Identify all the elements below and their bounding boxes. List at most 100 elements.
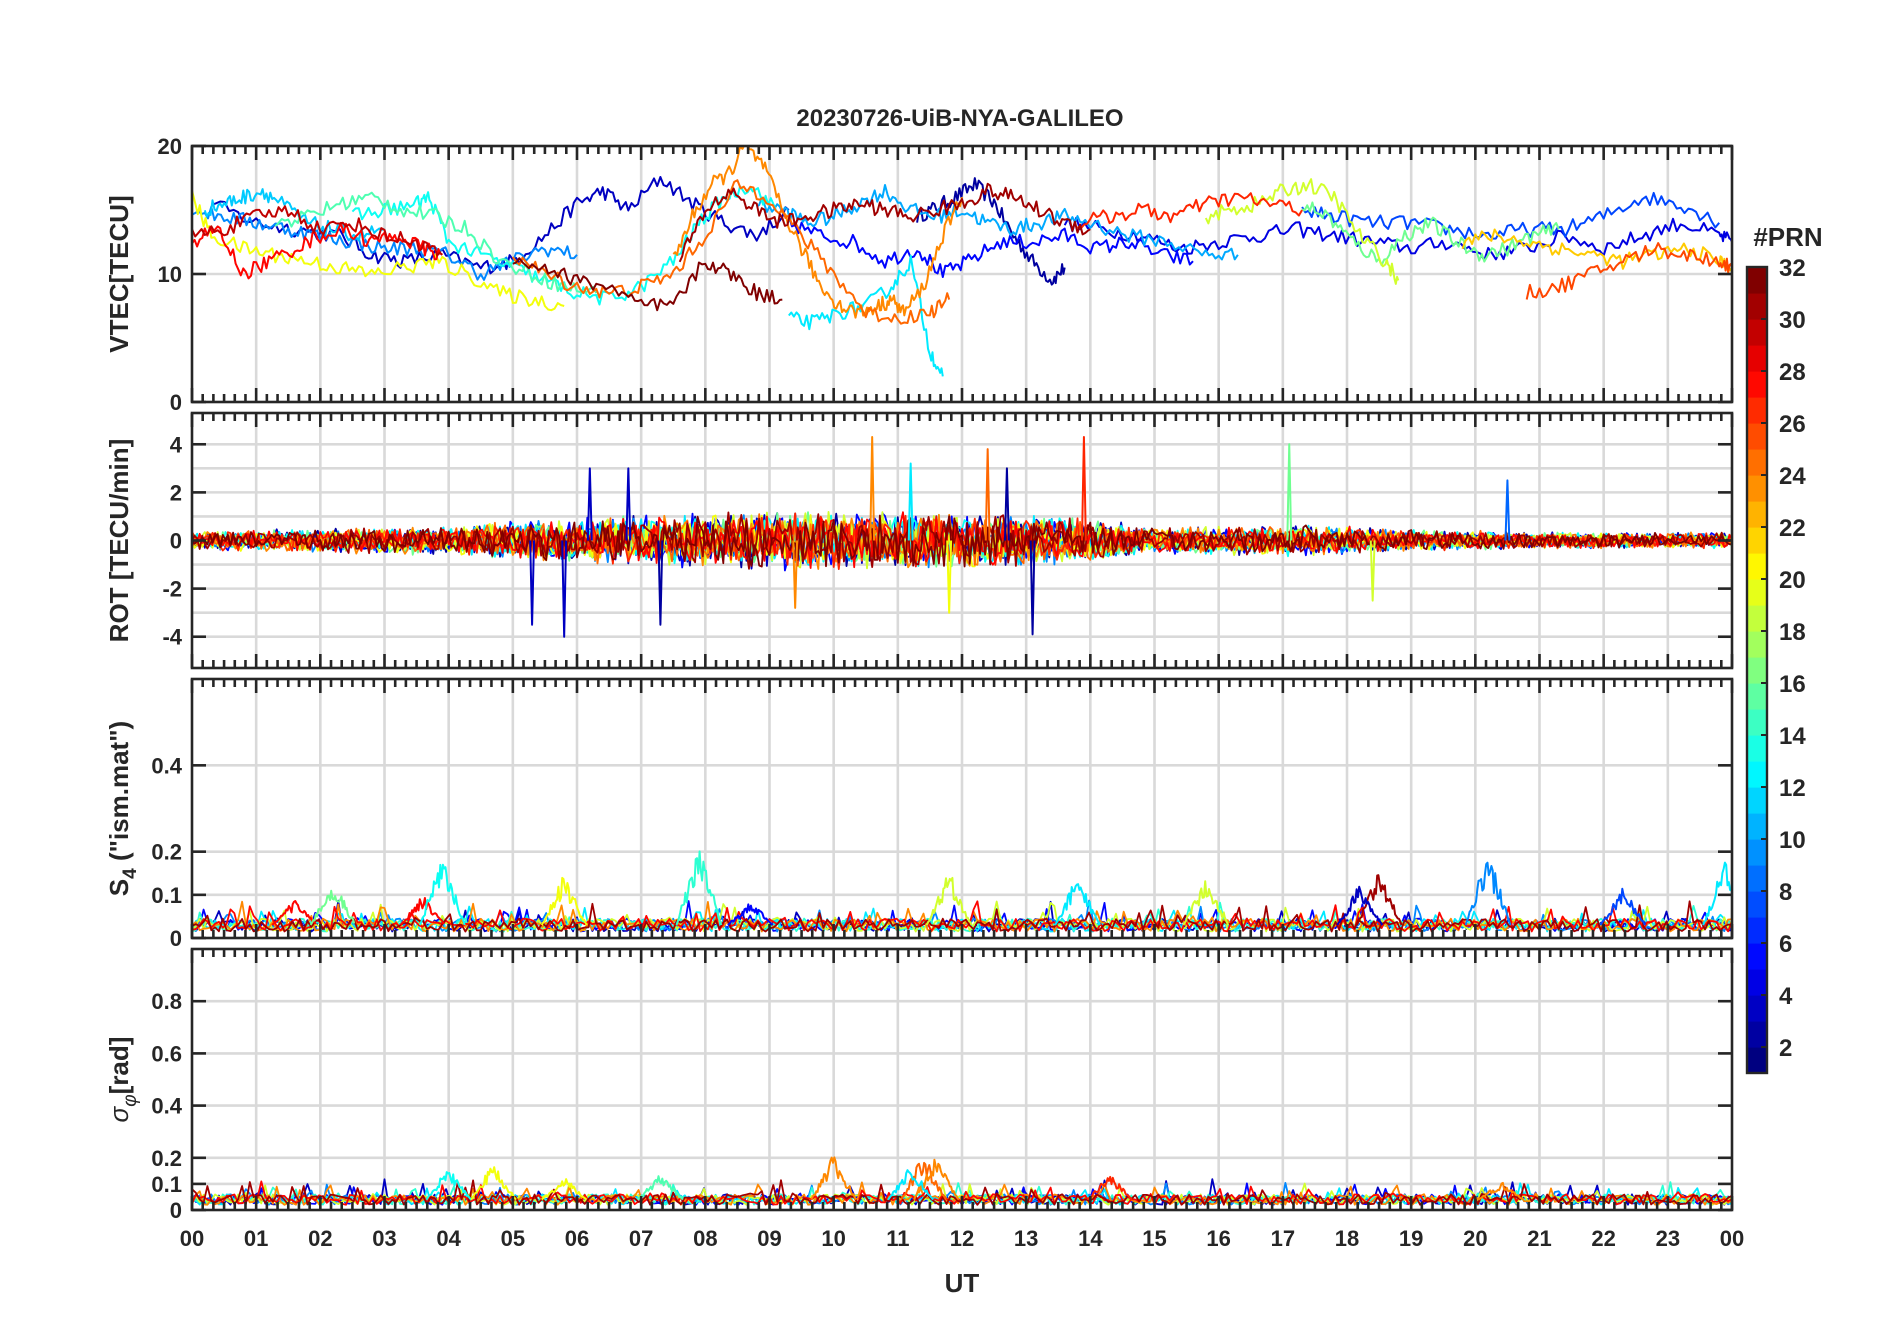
x-tick-label: 04 [436, 1226, 461, 1251]
colorbar-level [1747, 319, 1767, 346]
y-tick-label: 0.2 [151, 840, 182, 865]
y-tick-label: -4 [162, 625, 182, 650]
colorbar-tick-label: 18 [1779, 619, 1806, 646]
colorbar-tick-label: 8 [1779, 879, 1792, 906]
vtec-series-prn-16 [1301, 201, 1560, 267]
burst-prn-19 [925, 876, 973, 926]
x-tick-label: 00 [1720, 1226, 1744, 1251]
y-tick-label: 0 [170, 1198, 182, 1223]
colorbar-level [1747, 397, 1767, 424]
rot-spike [561, 540, 568, 638]
colorbar-level [1747, 449, 1767, 476]
panel-1: 0 10 20 VTEC[TECU] [104, 134, 1734, 415]
x-tick-label: 21 [1527, 1226, 1551, 1251]
burst-prn-28 [271, 900, 317, 926]
y-tick-label: 0.6 [151, 1041, 182, 1066]
colorbar-tick-label: 24 [1779, 463, 1806, 490]
colorbar-tick-label: 26 [1779, 411, 1806, 438]
colorbar-level [1747, 813, 1767, 840]
x-tick-label: 22 [1591, 1226, 1615, 1251]
x-tick-label: 08 [693, 1226, 717, 1251]
x-tick-label: 15 [1142, 1226, 1166, 1251]
y-tick-label: 0.1 [151, 1172, 182, 1197]
vtec-series-prn-27 [1077, 192, 1303, 230]
y-axis-label: ROT [TECU/min] [104, 439, 134, 643]
burst-prn-7 [1599, 887, 1647, 926]
colorbar-level [1747, 995, 1767, 1022]
vtec-series-prn-24 [672, 146, 963, 319]
colorbar-tick-label: 28 [1779, 359, 1806, 386]
rot-spike [625, 467, 632, 541]
x-tick-label: 16 [1206, 1226, 1230, 1251]
colorbar-level [1747, 475, 1767, 502]
x-tick-label: 17 [1271, 1226, 1295, 1251]
burst-prn-28 [399, 897, 445, 926]
x-tick-label: 18 [1335, 1226, 1359, 1251]
rot-spike [1286, 443, 1293, 541]
vtec-series-prn-20 [192, 190, 565, 312]
rot-spike [1504, 479, 1511, 541]
burst-prn-3 [1336, 885, 1384, 926]
colorbar-tick-label: 14 [1779, 723, 1806, 750]
rot-spike [529, 540, 536, 626]
vtec-series-prn-31 [678, 182, 1091, 263]
colorbar-level [1747, 735, 1767, 762]
y-tick-label: 0 [170, 529, 182, 554]
y-axis-label-subscript: φ [120, 1094, 141, 1106]
burst-prn-27 [1086, 1175, 1133, 1201]
rot-series-prn-32 [192, 514, 1732, 568]
burst-prn-24 [810, 1156, 857, 1201]
panel-3: 0 0.1 0.2 0.4 S4 ("ism.mat") [104, 677, 1734, 951]
y-axis-label-symbol: σ [104, 1105, 134, 1122]
panel-2: -4 -2 0 2 4 ROT [TECU/min] [104, 411, 1734, 670]
x-tick-label: 10 [821, 1226, 845, 1251]
tick-marks [190, 144, 1734, 404]
x-tick-label: 02 [308, 1226, 332, 1251]
rot-spike [984, 448, 991, 541]
colorbar-level [1747, 579, 1767, 606]
x-axis-label: UT [945, 1268, 980, 1298]
colorbar-level [1747, 865, 1767, 892]
colorbar-level [1747, 501, 1767, 528]
burst-prn-31 [1355, 874, 1403, 926]
y-axis-label: S4 ("ism.mat") [104, 721, 141, 896]
colorbar-label: #PRN [1753, 222, 1822, 252]
tick-marks [190, 679, 1734, 940]
colorbar-level [1747, 631, 1767, 658]
colorbar-level [1747, 891, 1767, 918]
x-tick-label: 03 [372, 1226, 396, 1251]
plot-area [192, 146, 1732, 377]
y-tick-label: 0.1 [151, 883, 182, 908]
vtec-series-prn-13 [351, 185, 777, 306]
vtec-series-prn-2 [916, 177, 1066, 286]
x-tick-label: 00 [180, 1226, 204, 1251]
vtec-series-prn-19 [1204, 178, 1400, 285]
x-tick-label: 14 [1078, 1226, 1103, 1251]
colorbar-level [1747, 657, 1767, 684]
burst-prn-20 [470, 1166, 517, 1201]
y-tick-label: -2 [162, 577, 182, 602]
vtec-series-prn-7 [1301, 191, 1720, 240]
burst-prn-20 [541, 1178, 588, 1201]
y-axis-label-rest: [rad] [104, 1037, 134, 1095]
colorbar-level [1747, 267, 1767, 294]
y-tick-label: 4 [170, 432, 183, 457]
colorbar-tick-label: 30 [1779, 307, 1806, 334]
x-tick-label: 23 [1656, 1226, 1680, 1251]
vtec-series-prn-11 [203, 188, 385, 242]
y-axis-label: VTEC[TECU] [104, 195, 134, 352]
colorbar-level [1747, 761, 1767, 788]
rot-spike [1029, 540, 1036, 636]
colorbar-tick-label: 4 [1779, 983, 1793, 1010]
rot-spike [869, 436, 876, 541]
rot-spike [792, 540, 799, 609]
colorbar-tick-label: 20 [1779, 567, 1806, 594]
colorbar-tick-label: 12 [1779, 775, 1806, 802]
colorbar-level [1747, 839, 1767, 866]
plot-area [192, 436, 1732, 638]
series-prn-28 [192, 900, 1732, 933]
rot-spike [1080, 436, 1087, 541]
colorbar-tick-label: 22 [1779, 515, 1806, 542]
